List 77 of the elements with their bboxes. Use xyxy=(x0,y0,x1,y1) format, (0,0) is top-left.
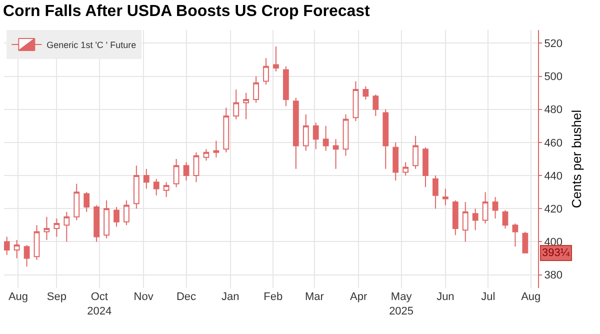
candlestick xyxy=(362,86,369,100)
candlestick xyxy=(392,142,399,181)
candlestick xyxy=(432,175,438,210)
candlestick xyxy=(342,114,349,156)
candlestick xyxy=(402,162,409,176)
y-tick-label: 380 xyxy=(544,270,563,282)
y-tick-label: 440 xyxy=(544,170,563,182)
candlestick xyxy=(114,206,120,228)
candlestick xyxy=(273,46,279,72)
candlestick xyxy=(312,122,319,150)
candlestick xyxy=(124,200,130,226)
y-tick-label: 460 xyxy=(544,137,563,150)
legend-label: Generic 1st 'C ' Future xyxy=(46,40,136,50)
x-tick-label: Jul xyxy=(481,291,496,303)
candlestick xyxy=(452,200,458,236)
y-tick-label: 420 xyxy=(544,203,563,216)
candlestick xyxy=(492,196,498,220)
x-tick-label: Apr xyxy=(350,291,368,303)
y-tick-label: 480 xyxy=(544,104,563,116)
candlestick xyxy=(522,231,528,254)
candlestick xyxy=(482,192,488,224)
candlestick xyxy=(322,125,329,152)
candlestick xyxy=(94,204,100,242)
candlestick xyxy=(64,211,70,242)
x-tick-label: Aug xyxy=(8,291,28,303)
candlestick xyxy=(153,178,160,196)
x-tick-label: Oct 2024 xyxy=(87,291,112,318)
candlestick xyxy=(213,140,220,158)
candlestick xyxy=(253,76,259,104)
candlestick xyxy=(263,58,269,86)
candlestick xyxy=(412,135,418,170)
candlestick xyxy=(193,152,200,183)
x-tick-label: Sep xyxy=(46,291,66,303)
candlestick xyxy=(223,107,230,153)
y-tick-label: 520 xyxy=(544,38,563,50)
x-tick-label: Jun xyxy=(436,291,454,303)
candlestick xyxy=(173,158,180,188)
candlestick xyxy=(283,66,289,107)
x-tick-label: Feb xyxy=(264,291,283,303)
candlestick xyxy=(44,216,50,241)
candlestick xyxy=(4,236,10,256)
candlestick xyxy=(472,208,478,231)
candlestick xyxy=(422,146,428,188)
candlestick xyxy=(163,182,170,198)
candlestick xyxy=(24,244,30,267)
candlestick xyxy=(512,223,518,248)
candlestick xyxy=(84,192,90,212)
candlestick xyxy=(243,92,250,120)
candlestick xyxy=(502,210,508,229)
x-tick-label: Nov xyxy=(134,291,154,303)
candlestick xyxy=(133,165,140,210)
candlestick xyxy=(203,148,210,162)
candlestick xyxy=(292,97,299,170)
x-tick-label: Mar xyxy=(304,291,324,303)
candlestick xyxy=(352,80,359,122)
candlestick xyxy=(462,202,468,242)
x-tick-label: Aug xyxy=(521,291,541,303)
candlestick xyxy=(54,218,60,238)
candlestick xyxy=(332,138,339,170)
y-tick-label: 500 xyxy=(544,71,563,84)
candlestick xyxy=(183,162,190,181)
candlestick xyxy=(382,108,389,170)
candlestick xyxy=(34,224,40,260)
x-tick-label: Dec xyxy=(176,291,197,303)
candlestick xyxy=(302,114,309,152)
x-tick-label: May 2025 xyxy=(389,291,414,318)
candlestick xyxy=(74,183,80,221)
y-axis-title: Cents per bushel xyxy=(569,110,584,208)
chart-title: Corn Falls After USDA Boosts US Crop Forecast xyxy=(3,3,371,20)
candlestick xyxy=(143,168,150,190)
candlestick xyxy=(372,94,379,116)
annotation: 393¼ xyxy=(542,247,570,259)
candlestick xyxy=(14,240,20,259)
candlestick xyxy=(104,200,110,239)
x-tick-label: Jan xyxy=(222,291,240,303)
candlestick xyxy=(233,89,240,120)
candlestick xyxy=(442,188,448,206)
